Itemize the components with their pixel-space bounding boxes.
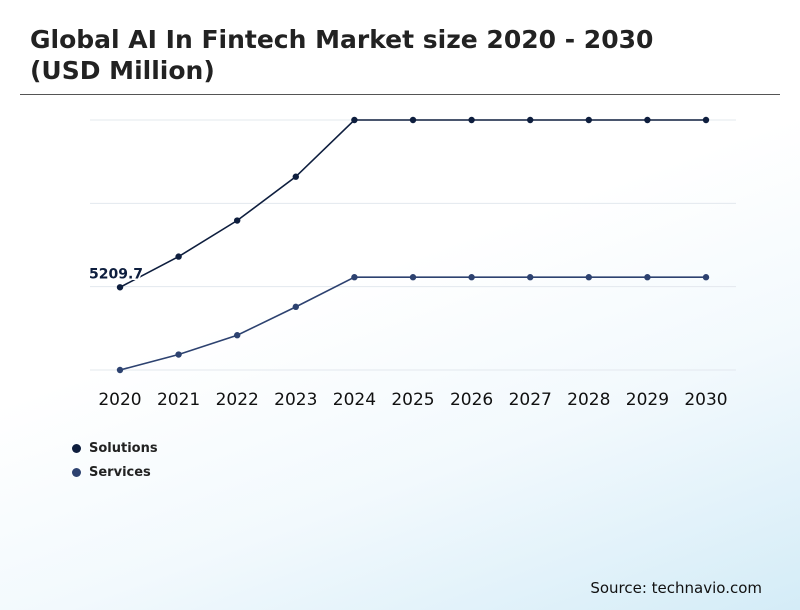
data-point	[175, 253, 182, 260]
chart-legend: Solutions Services	[72, 436, 158, 484]
data-point	[702, 274, 710, 281]
data-point	[409, 116, 417, 124]
x-tick-label: 2025	[391, 390, 434, 410]
x-tick-label: 2022	[216, 390, 259, 410]
x-tick-label: 2026	[450, 390, 493, 410]
legend-dot-icon	[72, 443, 81, 453]
data-point	[468, 274, 475, 281]
data-point	[351, 274, 358, 281]
data-point	[292, 303, 299, 311]
x-tick-label: 2023	[274, 390, 317, 410]
data-point	[116, 284, 124, 291]
data-point	[351, 116, 358, 124]
x-tick-label: 2020	[98, 390, 141, 410]
series-lines	[119, 119, 706, 371]
x-tick-label: 2030	[684, 390, 727, 410]
data-point	[527, 274, 534, 281]
data-point	[468, 116, 475, 124]
data-point	[644, 274, 651, 281]
data-point	[409, 274, 417, 281]
grid-lines	[90, 119, 736, 371]
data-labels: 5209.7	[88, 265, 145, 284]
chart-title: Global AI In Fintech Market size 2020 - …	[30, 25, 654, 85]
data-point	[585, 116, 592, 124]
data-point	[644, 116, 651, 124]
legend-item-services: Services	[72, 460, 158, 484]
legend-label: Solutions	[89, 440, 158, 456]
data-point	[175, 351, 182, 358]
data-point	[585, 274, 592, 281]
source-credit: Source: technavio.com	[590, 579, 762, 597]
legend-label: Services	[89, 464, 151, 480]
legend-dot-icon	[72, 467, 81, 477]
data-point	[702, 116, 710, 124]
x-tick-label: 2021	[157, 390, 200, 410]
data-point	[234, 332, 241, 339]
data-point	[292, 173, 299, 180]
x-axis-tick-labels: 2020 2021 2022 2023 2024 2025 2026 2027 2028 2029…	[98, 390, 727, 410]
x-tick-label: 2029	[626, 390, 669, 410]
x-tick-label: 2027	[509, 390, 552, 410]
data-point	[116, 366, 124, 374]
series-line-services	[119, 276, 706, 371]
legend-item-solutions: Solutions	[72, 436, 158, 460]
data-point	[234, 217, 241, 224]
data-point	[527, 116, 534, 124]
x-tick-label: 2028	[567, 390, 610, 410]
data-label: 5209.7	[89, 266, 143, 282]
title-divider	[20, 94, 780, 95]
x-tick-label: 2024	[333, 390, 376, 410]
data-points	[116, 116, 710, 374]
